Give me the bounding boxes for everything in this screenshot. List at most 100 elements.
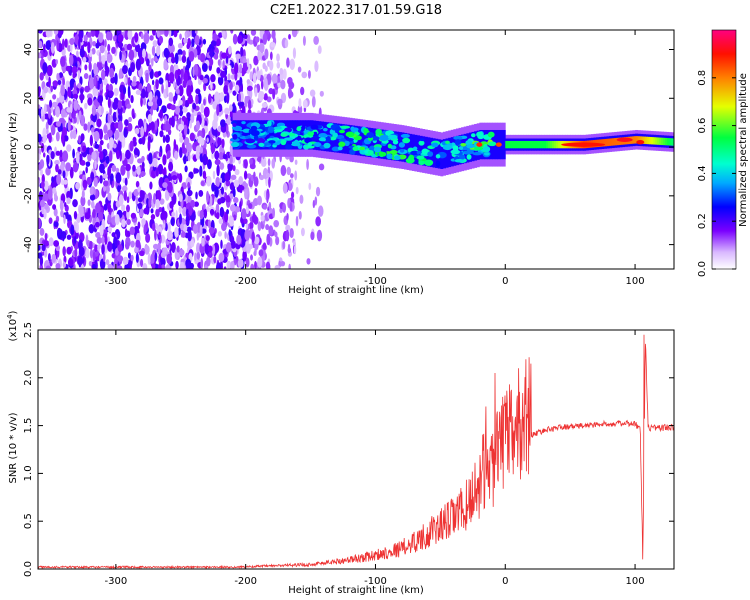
- spectrogram-noise-cell: [43, 180, 49, 191]
- colorbar-axes: 0.0 0.2 0.4 0.6 0.8: [697, 70, 736, 277]
- spectrogram-noise-cell: [282, 202, 287, 213]
- spectrogram-band-blob: [472, 152, 483, 156]
- spectrogram-noise-cell: [221, 52, 228, 59]
- spectrogram-noise-cell: [97, 95, 104, 104]
- spectrogram-noise-cell: [65, 65, 71, 72]
- spectrogram-line-cell: [610, 138, 613, 146]
- spectrogram-noise-cell: [93, 130, 100, 142]
- spectrogram-noise-cell: [268, 176, 271, 188]
- spectrogram-noise-cell: [84, 85, 90, 93]
- spectrogram-noise-cell: [130, 212, 137, 219]
- spectrogram-noise-cell: [50, 124, 56, 136]
- spectrogram-noise-cell: [146, 83, 152, 93]
- spectrogram-noise-cell: [208, 227, 215, 235]
- spectrogram-noise-cell: [231, 61, 235, 69]
- spectrogram-band-blob: [233, 126, 243, 132]
- spectrogram-band-blob: [477, 133, 485, 140]
- spectrogram-noise-cell: [81, 189, 85, 199]
- spectrogram-noise-cell: [250, 254, 253, 261]
- spectrogram-noise-cell: [180, 223, 184, 231]
- spectrogram-noise-cell: [148, 64, 152, 72]
- spectrogram-band-blob: [458, 154, 466, 160]
- spectrogram-band-blob: [350, 127, 359, 132]
- spectrogram-noise-cell: [179, 147, 183, 159]
- spectrogram-line-cell: [550, 140, 553, 149]
- spectrogram-noise-cell: [171, 115, 175, 128]
- snr-y-tick-label: 2.0: [23, 370, 34, 386]
- spectrogram-band-blob: [307, 131, 315, 136]
- spectrogram-noise-cell: [117, 185, 121, 193]
- spectrogram-band-blob: [389, 150, 398, 155]
- spectrogram-noise-cell: [171, 174, 178, 181]
- spectrogram-noise-cell: [77, 255, 83, 266]
- spectrogram-noise-cell: [105, 94, 109, 101]
- spectrogram-noise-cell: [42, 43, 46, 53]
- spectrogram-band-blob: [452, 145, 459, 152]
- spectrogram-noise-cell: [78, 135, 81, 144]
- spectrogram-noise-cell: [44, 232, 48, 242]
- spectrogram-band-blob: [331, 146, 340, 152]
- spectrogram-noise-cell: [79, 205, 84, 218]
- spectrogram-noise-cell: [221, 138, 225, 149]
- spectrogram-noise-cell: [155, 167, 159, 177]
- spectrogram-noise-cell: [88, 223, 95, 234]
- spectrogram-noise-cell: [144, 244, 150, 255]
- spectrogram-line-cell: [505, 140, 508, 149]
- spectrogram-noise-cell: [125, 149, 131, 160]
- spectrogram-noise-cell: [40, 142, 45, 153]
- spectrogram-noise-cell: [307, 69, 311, 79]
- spectrogram-noise-cell: [193, 63, 199, 72]
- spectrogram-noise-cell: [244, 188, 248, 200]
- spectrogram-noise-cell: [178, 227, 181, 236]
- spectrogram-noise-cell: [138, 83, 143, 93]
- spectrogram-noise-cell: [251, 214, 258, 223]
- spectrogram-noise-cell: [95, 202, 101, 214]
- spectrogram-noise-cell: [207, 245, 213, 253]
- spectrogram-noise-cell: [38, 244, 41, 251]
- spectrogram-noise-cell: [126, 168, 130, 180]
- spectrogram-noise-cell: [85, 166, 88, 174]
- spectrogram-line-cell: [516, 140, 520, 149]
- spectrogram-noise-cell: [83, 34, 88, 42]
- spectrogram-line-cell: [647, 136, 650, 145]
- spectrogram-noise-cell: [192, 102, 197, 110]
- spectrogram-noise-cell: [232, 165, 236, 172]
- spectrogram-line-cell: [528, 140, 532, 149]
- spectrogram-noise-cell: [270, 42, 276, 48]
- spectrogram-noise-cell: [294, 159, 298, 165]
- spectrogram-noise-cell: [199, 165, 203, 177]
- spectrogram-noise-cell: [162, 135, 166, 144]
- spectrogram-noise-cell: [225, 55, 229, 64]
- spectrogram-noise-cell: [206, 137, 209, 143]
- spectrogram-band-core: [297, 120, 301, 150]
- spectrogram-noise-cell: [134, 225, 139, 232]
- spectrogram-noise-cell: [143, 225, 147, 235]
- spectrogram-noise-cell: [68, 258, 74, 267]
- spectrogram-band-blob: [232, 134, 238, 140]
- spectrogram-noise-cell: [135, 89, 142, 95]
- spectrogram-noise-cell: [74, 33, 80, 45]
- spectrogram-noise-cell: [194, 252, 197, 261]
- spectrogram-noise-cell: [62, 261, 67, 268]
- spectrogram-noise-cell: [57, 79, 62, 86]
- spectrogram-noise-cell: [220, 186, 225, 195]
- spectrogram-noise-cell: [70, 130, 74, 140]
- colorbar-tick-label: 0.8: [697, 70, 708, 86]
- spectrogram-noise-cell: [317, 45, 322, 54]
- spectrogram-noise-cell: [135, 196, 139, 207]
- spectrogram-noise-cell: [69, 166, 74, 179]
- spectrogram-noise-cell: [314, 60, 319, 73]
- spectrogram-noise-cell: [151, 223, 156, 232]
- spectrogram-noise-cell: [172, 79, 176, 88]
- spectrogram-noise-cell: [55, 262, 61, 269]
- spectrogram-noise-cell: [230, 193, 234, 200]
- spectrogram-noise-cell: [45, 40, 52, 51]
- spectrogram-noise-cell: [55, 121, 62, 127]
- spectrogram-noise-cell: [264, 65, 268, 72]
- spectrogram-noise-cell: [254, 36, 260, 43]
- spectrogram-noise-cell: [240, 46, 244, 57]
- spectrogram-noise-cell: [142, 263, 148, 269]
- spectrogram-band-blob: [345, 131, 355, 138]
- spectrogram-band-blob: [466, 143, 475, 149]
- spectrogram-noise-cell: [280, 260, 286, 267]
